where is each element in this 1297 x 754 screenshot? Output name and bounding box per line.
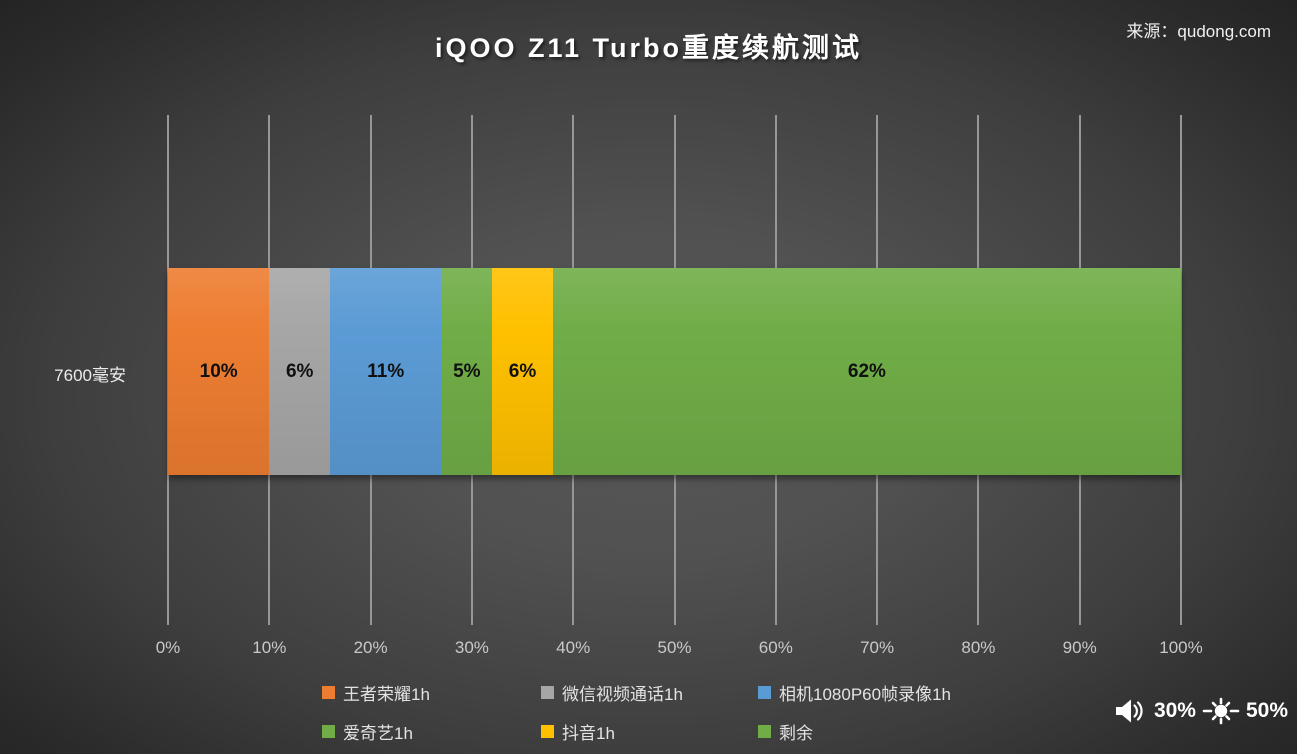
legend-item: 剩余 — [758, 719, 951, 744]
plot-area: 10% 6% 11% 5% 6% 62% — [167, 115, 1182, 625]
bar-segment: 6% — [269, 268, 331, 475]
legend-item: 相机1080P60帧录像1h — [758, 680, 951, 705]
legend-swatch — [541, 725, 554, 738]
legend-label: 抖音1h — [562, 724, 615, 743]
segment-value-label: 6% — [285, 360, 314, 382]
volume-value: 30% — [1153, 699, 1196, 722]
legend-label: 王者荣耀1h — [343, 685, 430, 704]
bar-segment: 10% — [168, 268, 270, 475]
chart-title: iQOO Z11 Turbo重度续航测试 — [434, 33, 863, 63]
source-label: 来源：qudong.com — [1126, 22, 1271, 41]
x-tick-label: 100% — [1159, 638, 1203, 657]
legend-item: 抖音1h — [541, 719, 758, 744]
legend-label: 微信视频通话1h — [562, 685, 683, 704]
bar-segment: 6% — [492, 268, 553, 475]
x-tick-label: 60% — [758, 638, 793, 657]
x-tick-label: 20% — [353, 638, 388, 657]
x-tick-label: 0% — [155, 638, 181, 657]
legend-label: 剩余 — [779, 724, 813, 743]
legend-item: 微信视频通话1h — [541, 680, 758, 705]
x-tick-label: 80% — [961, 638, 996, 657]
legend-swatch — [541, 686, 554, 699]
x-tick-label: 10% — [252, 638, 287, 657]
x-tick-label: 90% — [1062, 638, 1097, 657]
status-indicators: 30% 50% — [1115, 697, 1288, 725]
legend-swatch — [758, 725, 771, 738]
x-tick-label: 30% — [454, 638, 489, 657]
legend-item: 王者荣耀1h — [322, 680, 541, 705]
segment-value-label: 10% — [199, 360, 238, 382]
brightness-icon — [1201, 697, 1241, 725]
x-tick-label: 50% — [657, 638, 692, 657]
bar-segment: 62% — [552, 268, 1181, 475]
legend-swatch — [322, 686, 335, 699]
segment-value-label: 11% — [367, 360, 405, 382]
stacked-bar: 10% 6% 11% 5% 6% 62% — [168, 268, 1181, 475]
x-tick-label: 70% — [860, 638, 895, 657]
bar-segment: 11% — [330, 268, 442, 475]
segment-value-label: 62% — [847, 360, 886, 382]
brightness-value: 50% — [1245, 699, 1288, 722]
chart-legend: 王者荣耀1h 微信视频通话1h 相机1080P60帧录像1h 爱奇艺1h 抖音1h 剩余 — [322, 680, 951, 744]
volume-icon — [1115, 697, 1149, 725]
gridline — [1180, 115, 1182, 625]
legend-item: 爱奇艺1h — [322, 719, 541, 744]
category-label: 7600毫安 — [54, 366, 126, 385]
legend-label: 爱奇艺1h — [343, 724, 413, 743]
segment-value-label: 5% — [453, 360, 481, 382]
segment-value-label: 6% — [508, 360, 537, 382]
x-tick-label: 40% — [556, 638, 591, 657]
legend-swatch — [758, 686, 771, 699]
legend-swatch — [322, 725, 335, 738]
legend-label: 相机1080P60帧录像1h — [779, 685, 951, 704]
bar-segment: 5% — [441, 268, 493, 475]
x-axis-ticks: 0% 10% 20% 30% 40% 50% 60% 70% 80% 90% 100% — [156, 638, 1203, 660]
